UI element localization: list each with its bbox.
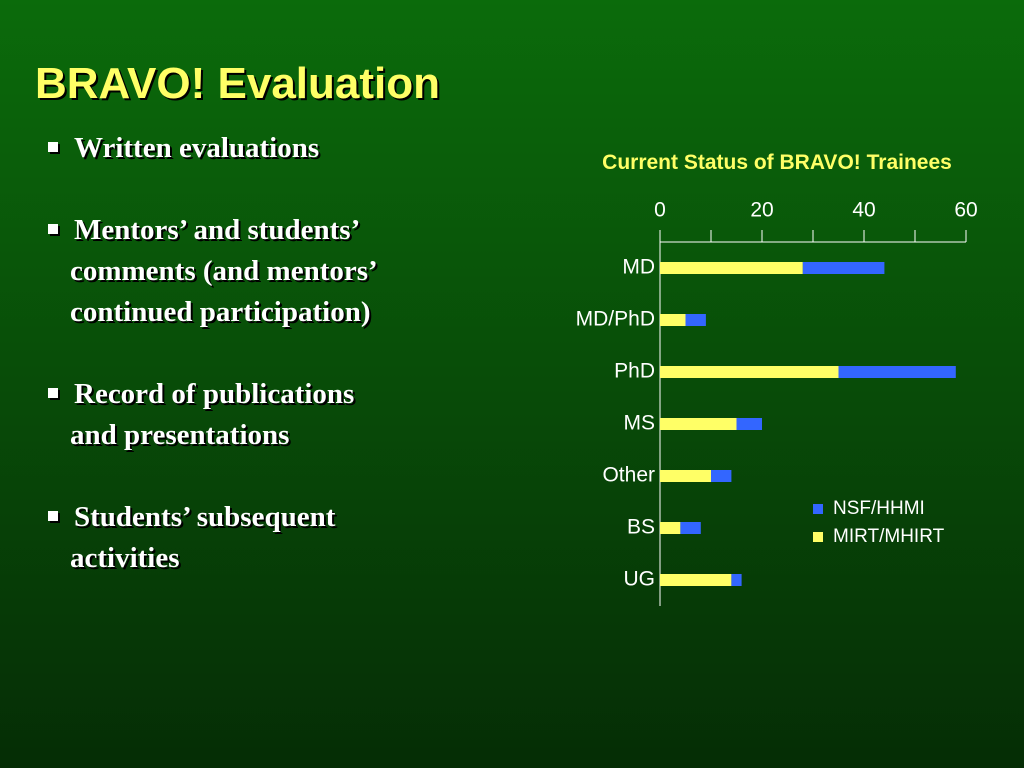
x-tick-label: 20 [750,199,773,222]
bullet-text: continued participation) [70,296,371,328]
y-tick-label: MD [622,256,655,279]
bar-segment [685,314,706,326]
bullet-marker [48,224,58,234]
bullet-text: Mentors’ and students’ [74,214,360,246]
bullet-text: Record of publications [74,378,354,410]
bullet-text: comments (and mentors’ [70,255,378,287]
bar-segment [660,574,732,586]
bar-segment [660,522,681,534]
legend-label: MIRT/MHIRT [833,526,945,547]
bullet-list: Written evaluations Mentors’ and students… [48,132,378,574]
y-tick-label: MS [624,412,656,435]
y-tick-label: PhD [614,360,655,383]
y-tick-label: Other [602,464,655,487]
chart-title: Current Status of BRAVO! Trainees [602,151,952,174]
bullet-marker [48,388,58,398]
bullet-text: Students’ subsequent [74,501,336,533]
bar-segment [736,418,762,430]
bar-segment [660,418,737,430]
bullet-marker [48,511,58,521]
legend-label: NSF/HHMI [833,498,925,519]
bar-segment [838,366,956,378]
bar-segment [660,314,686,326]
bullet-text: and presentations [70,419,289,451]
x-tick-label: 40 [852,199,875,222]
bar-segment [660,470,711,482]
bullet-text: activities [70,542,180,574]
y-tick-label: BS [627,516,655,539]
bar-segment [711,470,732,482]
legend-swatch [813,532,823,542]
slide-title: BRAVO! Evaluation [35,59,440,108]
bar-segment [731,574,742,586]
bullet-text: Written evaluations [74,132,319,164]
x-tick-label: 0 [654,199,666,222]
bar-segment [660,262,803,274]
bar-segment [802,262,885,274]
x-tick-label: 60 [954,199,977,222]
chart: 0 20 40 60 MD MD/PhD PhD MS Other BS UG NSF/HHMI MIR… [576,199,978,606]
legend-swatch [813,504,823,514]
bar-segment [680,522,701,534]
bar-segment [660,366,839,378]
y-tick-label: UG [624,568,656,591]
bullet-marker [48,142,58,152]
y-tick-label: MD/PhD [576,308,655,331]
